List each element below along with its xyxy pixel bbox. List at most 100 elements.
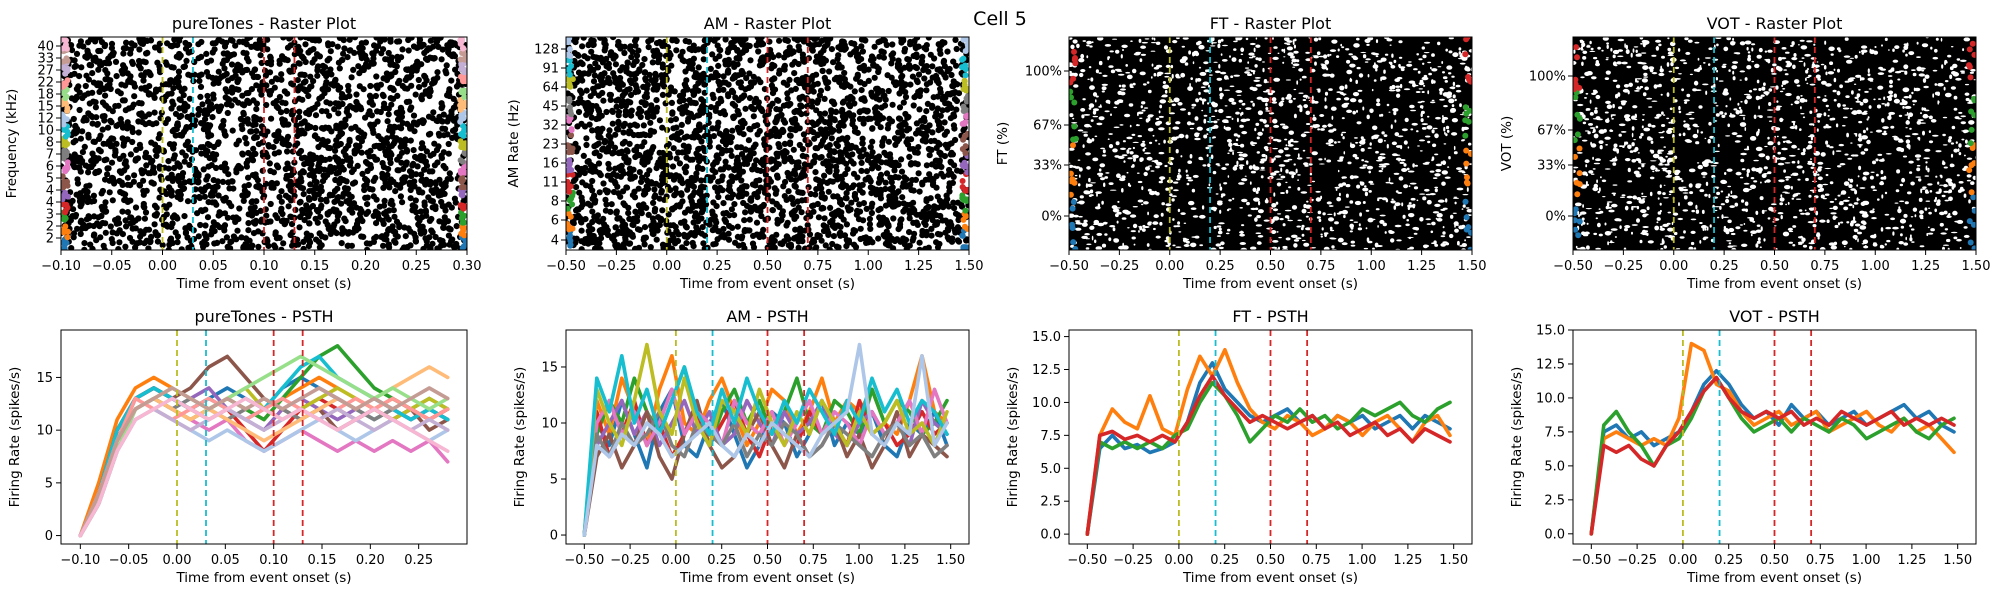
condition-marker [59, 142, 65, 148]
spike-dot [306, 220, 312, 226]
spike-dot [171, 127, 177, 133]
spike-dot [120, 135, 126, 141]
spike-dot [170, 85, 176, 91]
spike-dot [164, 40, 170, 46]
spike-dot [152, 95, 158, 101]
spike-dot [619, 229, 625, 235]
spike-dot [717, 82, 723, 88]
spike-dot [660, 92, 666, 98]
spike-dot [146, 83, 152, 89]
condition-marker [62, 217, 68, 223]
spike-dot [682, 68, 688, 74]
spike-dot [122, 97, 128, 103]
condition-marker [64, 141, 70, 147]
spike-dot [859, 160, 865, 166]
spike-dot [784, 197, 790, 203]
spike-dot [176, 69, 182, 75]
spike-dot [898, 156, 904, 162]
spike-dot [78, 231, 84, 237]
spike-dot [775, 141, 781, 147]
spike-dot [732, 74, 738, 80]
condition-marker [64, 149, 70, 155]
condition-marker [64, 105, 70, 111]
spike-dot [848, 206, 854, 212]
spike-dot [216, 192, 222, 198]
spike-dot [382, 198, 388, 204]
spike-dot [307, 160, 313, 166]
spike-dot [600, 145, 606, 151]
spike-dot [329, 41, 335, 47]
spike-dot [446, 233, 452, 239]
spike-dot [359, 150, 365, 156]
spike-dot [442, 203, 448, 209]
spike-dot [412, 67, 418, 73]
spike-dot [307, 166, 313, 172]
spike-dot [72, 97, 78, 103]
spike-dot [341, 191, 347, 197]
spike-dot [925, 101, 931, 107]
x-tick-label: −0.10 [41, 259, 81, 274]
spike-dot [334, 230, 340, 236]
spike-dot [246, 58, 252, 64]
spike-dot [221, 128, 227, 134]
spike-dot [310, 152, 316, 158]
spike-dot [176, 38, 182, 44]
spike-dot [171, 42, 177, 48]
spike-dot [628, 92, 634, 98]
spike-dot [388, 176, 394, 182]
spike-dot [222, 222, 228, 228]
spike-dot [719, 147, 725, 153]
spike-dot [284, 108, 290, 114]
spike-dot [330, 224, 336, 230]
spike-dot [880, 218, 886, 224]
spike-dot [435, 188, 441, 194]
spike-dot [177, 96, 183, 102]
spike-dot [406, 47, 412, 53]
spike-dot [592, 72, 598, 78]
spike-dot [701, 98, 707, 104]
spike-dot [262, 132, 268, 138]
spike-dot [217, 210, 223, 216]
spike-dot [282, 220, 288, 226]
spike-dot [430, 109, 436, 115]
spike-dot [923, 87, 929, 93]
spike-dot [117, 227, 123, 233]
spike-dot [72, 123, 78, 129]
spike-dot [323, 99, 329, 105]
spike-dot [249, 86, 255, 92]
spike-dot [262, 68, 268, 74]
spike-dot [615, 42, 621, 48]
spike-dot [288, 232, 294, 238]
spike-dot [152, 110, 158, 116]
spike-dot [822, 110, 828, 116]
spike-dot [956, 239, 962, 245]
spike-dot [206, 164, 212, 170]
spike-dot [924, 81, 930, 87]
spike-dot [725, 46, 731, 52]
spike-dot [589, 209, 595, 215]
spike-dot [660, 150, 666, 156]
spike-dot [205, 214, 211, 220]
spike-dot [301, 169, 307, 175]
spike-dot [930, 212, 936, 218]
spike-dot [673, 125, 679, 131]
spike-dot [632, 194, 638, 200]
spike-dot [424, 163, 430, 169]
spike-dot [409, 162, 415, 168]
spike-dot [630, 222, 636, 228]
spike-dot [926, 146, 932, 152]
spike-dot [78, 169, 84, 175]
spike-dot [628, 113, 634, 119]
spike-dot [911, 188, 917, 194]
spike-dot [223, 195, 229, 201]
spike-dot [165, 175, 171, 181]
spike-dot [918, 118, 924, 124]
spike-dot [196, 171, 202, 177]
spike-dot [141, 203, 147, 209]
spike-dot [731, 212, 737, 218]
spike-dot [223, 86, 229, 92]
spike-dot [70, 206, 76, 212]
spike-dot [409, 35, 415, 41]
spike-dot [372, 175, 378, 181]
spike-dot [123, 45, 129, 51]
